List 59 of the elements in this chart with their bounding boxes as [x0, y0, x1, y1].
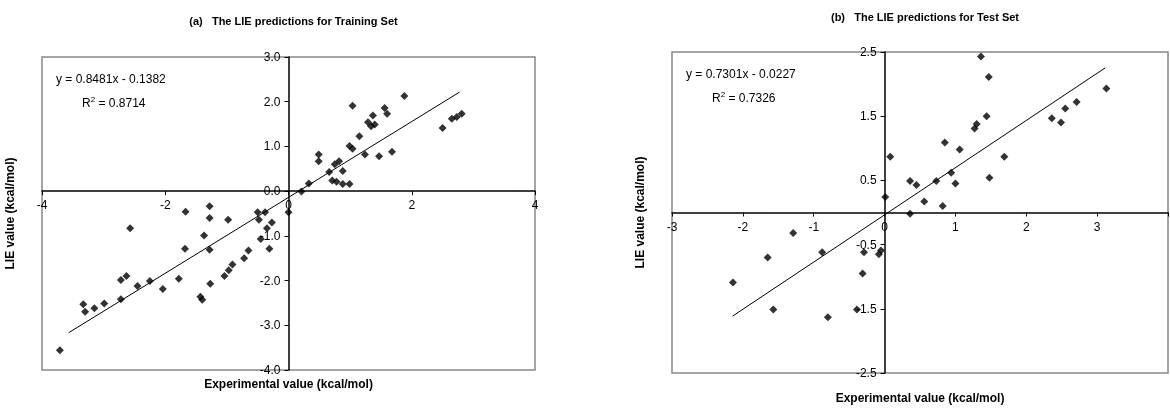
- point: [976, 52, 985, 61]
- x-tick-label: -2: [159, 198, 171, 213]
- y-tick-label: 0.5: [859, 173, 877, 188]
- point: [881, 193, 890, 202]
- x-axis-title: Experimental value (kcal/mol): [204, 377, 373, 391]
- point: [1061, 104, 1070, 113]
- x-tick-label: -2: [737, 219, 749, 234]
- x-tick-label: 2: [408, 198, 416, 213]
- point: [1000, 152, 1009, 161]
- point: [938, 202, 947, 211]
- point: [1102, 84, 1111, 93]
- point: [985, 173, 994, 182]
- point: [769, 305, 778, 314]
- point: [818, 248, 827, 257]
- x-tick-label: 1: [952, 219, 960, 234]
- point: [906, 209, 915, 218]
- y-axis-title: LIE value (kcal/mol): [3, 157, 17, 270]
- point: [920, 197, 929, 206]
- y-tick-label: -0.5: [855, 237, 877, 252]
- y-axis-title: LIE value (kcal/mol): [633, 156, 647, 269]
- y-tick-label: -1.0: [259, 228, 281, 243]
- chart-title: (a) The LIE predictions for Training Set: [189, 14, 399, 27]
- y-tick-label: 1.5: [859, 109, 877, 124]
- x-tick-label: 4: [531, 198, 539, 213]
- point: [886, 152, 895, 161]
- y-tick-label: 1.0: [263, 139, 281, 154]
- y-tick-label: -2.5: [855, 366, 877, 380]
- point: [951, 179, 960, 188]
- point: [1057, 118, 1066, 127]
- x-tick-label: -3: [666, 219, 678, 234]
- annotation: y = 0.8481x - 0.1382: [56, 72, 167, 86]
- y-tick-label: 2.5: [859, 45, 877, 59]
- x-tick-label: 2: [1022, 219, 1030, 234]
- point: [728, 278, 737, 287]
- x-tick-label: -4: [36, 198, 48, 213]
- y-tick-label: 3.0: [263, 50, 281, 64]
- point: [955, 145, 964, 154]
- point: [984, 73, 993, 82]
- point: [1072, 98, 1081, 107]
- x-axis-title: Experimental value (kcal/mol): [835, 391, 1005, 405]
- point: [1047, 114, 1056, 123]
- y-tick-label: 2.0: [263, 94, 281, 109]
- y-tick-label: -4.0: [259, 363, 281, 377]
- x-tick-label: 3: [1093, 219, 1101, 234]
- y-tick-label: -2.0: [259, 273, 281, 288]
- point: [940, 138, 949, 147]
- annotation: y = 0.7301x - 0.0227: [686, 67, 797, 81]
- point: [763, 253, 772, 262]
- chart-title: (b) The LIE predictions for Test Set: [830, 10, 1020, 23]
- point: [858, 269, 867, 278]
- point: [823, 313, 832, 322]
- point: [982, 112, 991, 121]
- point: [972, 119, 981, 128]
- point: [912, 180, 921, 189]
- point: [906, 177, 915, 186]
- y-tick-label: -3.0: [259, 318, 281, 333]
- x-tick-label: -1: [808, 219, 820, 234]
- point: [789, 229, 798, 238]
- point: [877, 246, 886, 255]
